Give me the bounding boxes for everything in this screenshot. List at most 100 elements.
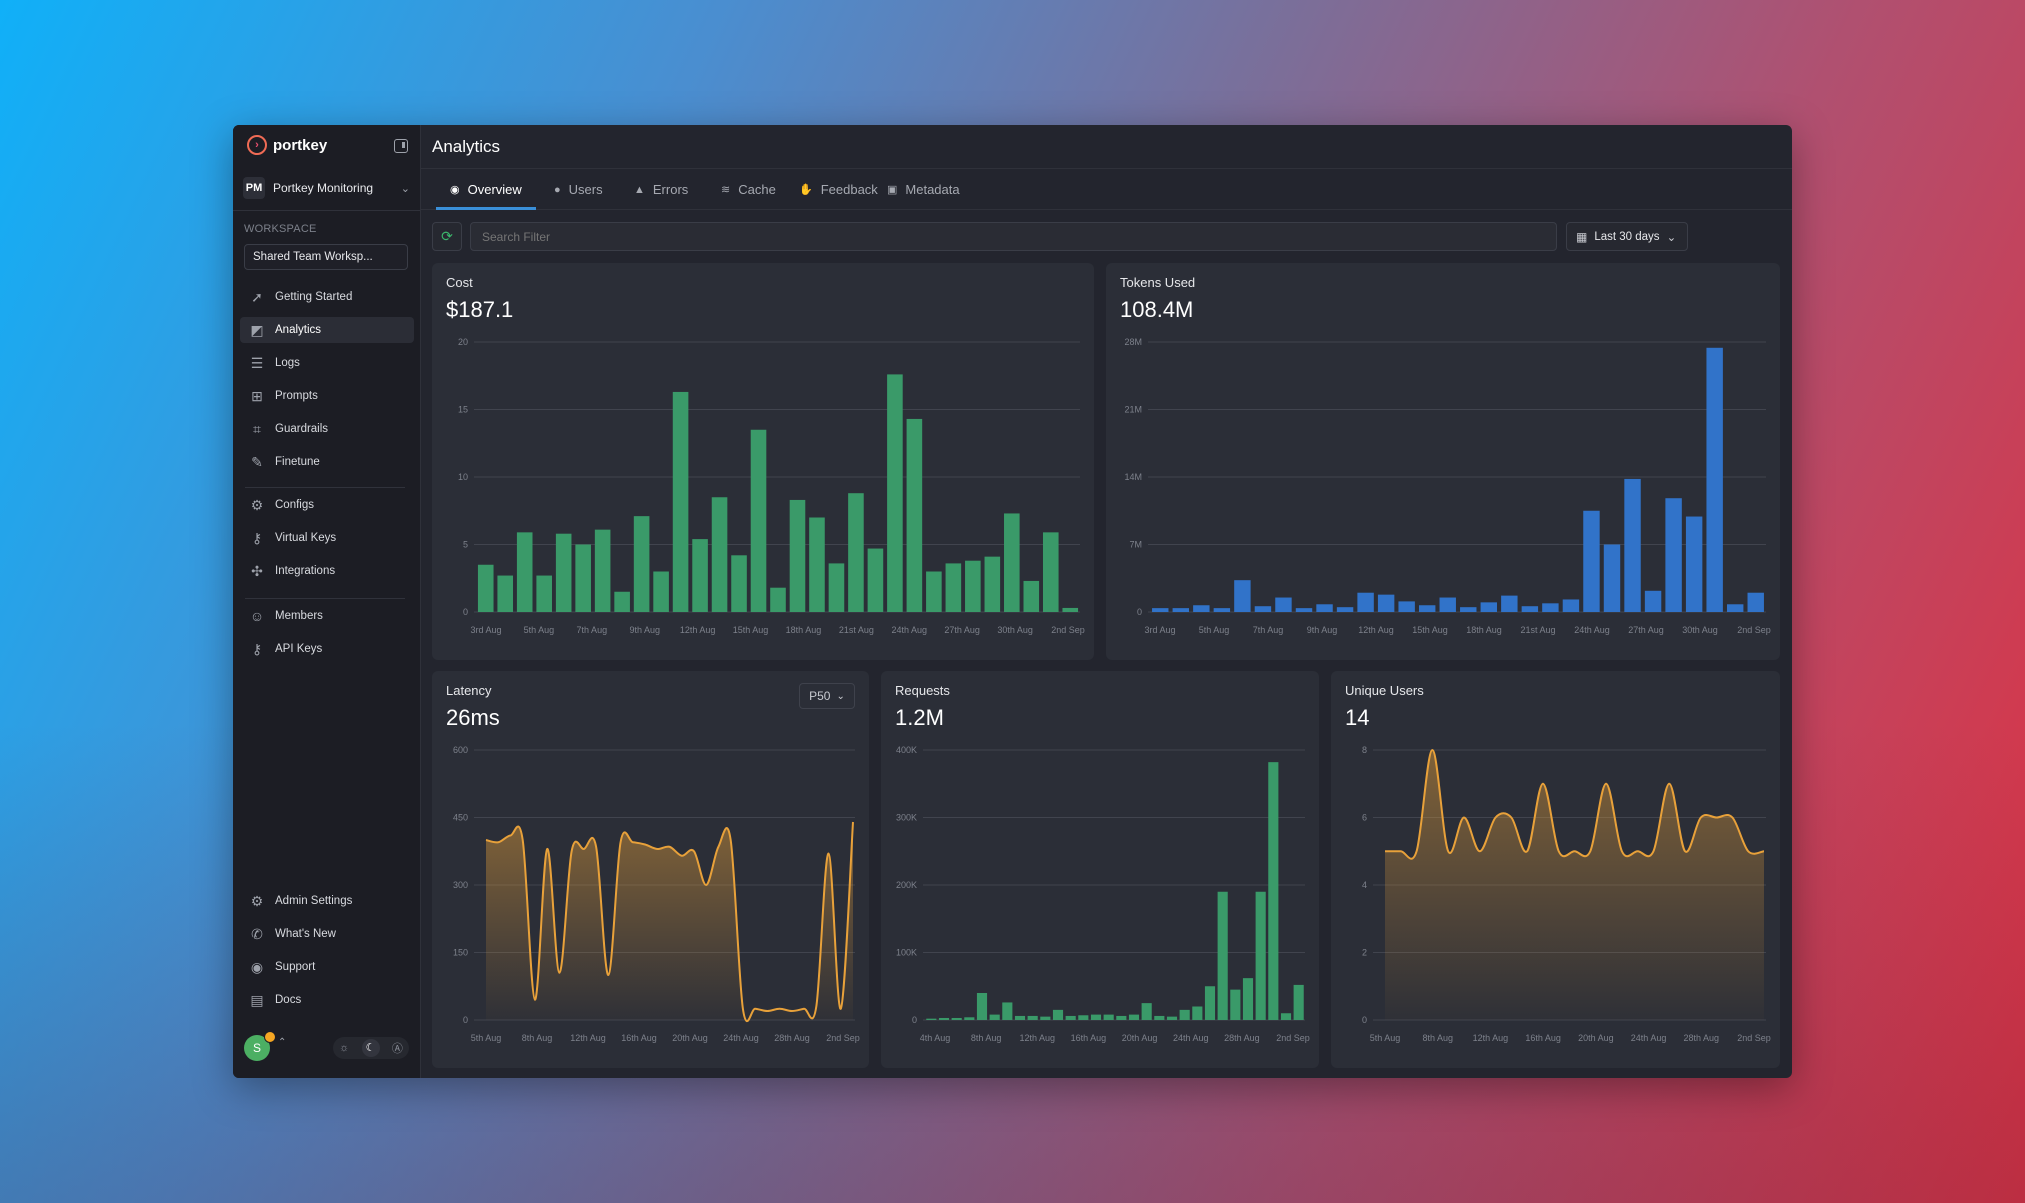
sidebar-item-support[interactable]: ◉ Support <box>240 954 414 980</box>
bar[interactable] <box>1418 605 1436 612</box>
bar[interactable] <box>1439 597 1456 612</box>
sun-icon[interactable]: ☼ <box>339 1042 350 1054</box>
bar[interactable] <box>989 1014 1000 1020</box>
bar[interactable] <box>867 548 884 612</box>
bar[interactable] <box>1062 607 1079 612</box>
bar[interactable] <box>1217 891 1228 1020</box>
bar[interactable] <box>1152 608 1169 612</box>
logo[interactable]: › portkey <box>247 135 327 155</box>
sidebar-item-what-s-new[interactable]: ✆ What's New <box>240 921 414 947</box>
chevron-up-icon[interactable]: ⌃ <box>278 1037 287 1048</box>
auto-theme-icon[interactable]: Ⓐ <box>391 1043 403 1055</box>
bar[interactable] <box>1128 1014 1140 1020</box>
bar[interactable] <box>594 529 611 612</box>
collapse-sidebar-icon[interactable] <box>394 139 408 153</box>
theme-switch[interactable]: ☼ ☾ Ⓐ <box>333 1037 409 1059</box>
bar[interactable] <box>1603 544 1621 613</box>
bar[interactable] <box>1103 1014 1114 1020</box>
bar[interactable] <box>1116 1015 1127 1020</box>
bar[interactable] <box>1172 608 1190 612</box>
tab-overview[interactable]: ◉ Overview <box>436 169 536 210</box>
bar[interactable] <box>1624 478 1641 612</box>
refresh-button[interactable]: ⟳ <box>432 222 462 251</box>
bar[interactable] <box>1040 1016 1051 1020</box>
bar[interactable] <box>1023 580 1040 612</box>
bar[interactable] <box>926 571 942 613</box>
bar[interactable] <box>1685 516 1703 612</box>
bar[interactable] <box>938 1017 950 1020</box>
sidebar-item-finetune[interactable]: ✎ Finetune <box>240 449 414 475</box>
tab-cache[interactable]: ≋ Cache <box>707 169 790 210</box>
bar[interactable] <box>1280 1013 1292 1020</box>
bar[interactable] <box>1193 605 1210 612</box>
bar[interactable] <box>1090 1014 1102 1020</box>
bar[interactable] <box>1078 1015 1089 1020</box>
bar[interactable] <box>1726 604 1744 612</box>
moon-icon[interactable]: ☾ <box>361 1039 380 1057</box>
bar[interactable] <box>1166 1016 1178 1020</box>
bar[interactable] <box>1542 603 1559 612</box>
bar[interactable] <box>1242 978 1254 1020</box>
bar[interactable] <box>809 517 825 613</box>
bar[interactable] <box>1357 592 1374 612</box>
bar[interactable] <box>976 993 988 1020</box>
bar[interactable] <box>1154 1015 1165 1020</box>
tab-feedback[interactable]: ✋ Feedback <box>785 169 892 210</box>
bar[interactable] <box>887 374 903 612</box>
bar[interactable] <box>1747 592 1764 612</box>
sidebar-item-virtual-keys[interactable]: ⚷ Virtual Keys <box>240 525 414 551</box>
bar[interactable] <box>1377 594 1395 612</box>
bar[interactable] <box>1027 1015 1038 1020</box>
bar[interactable] <box>964 1017 975 1020</box>
bar[interactable] <box>1562 599 1580 612</box>
bar[interactable] <box>945 563 962 612</box>
bar[interactable] <box>1398 601 1415 612</box>
bar[interactable] <box>1042 532 1059 612</box>
bar[interactable] <box>906 418 923 612</box>
bar[interactable] <box>1192 1006 1203 1021</box>
bar[interactable] <box>965 560 981 612</box>
percentile-select[interactable]: P50 ⌄ <box>799 683 855 709</box>
bar[interactable] <box>1293 984 1304 1020</box>
bar[interactable] <box>789 499 806 612</box>
sidebar-item-configs[interactable]: ⚙ Configs <box>240 492 414 518</box>
bar[interactable] <box>653 571 669 613</box>
sidebar-item-members[interactable]: ☺ Members <box>240 603 414 629</box>
bar[interactable] <box>477 564 494 612</box>
bar[interactable] <box>1336 607 1354 612</box>
bar[interactable] <box>497 575 514 612</box>
bar[interactable] <box>848 493 864 612</box>
bar[interactable] <box>633 516 650 612</box>
sidebar-item-integrations[interactable]: ✣ Integrations <box>240 558 414 584</box>
sidebar-item-analytics[interactable]: ◩ Analytics <box>240 317 414 343</box>
bar[interactable] <box>1004 513 1020 612</box>
bar[interactable] <box>1665 498 1682 612</box>
bar[interactable] <box>1204 986 1216 1020</box>
bar[interactable] <box>1052 1009 1064 1020</box>
date-range-button[interactable]: ▦ Last 30 days ⌄ <box>1566 222 1688 251</box>
tab-metadata[interactable]: ▣ Metadata <box>873 169 974 210</box>
bar[interactable] <box>750 429 767 612</box>
bar[interactable] <box>731 555 747 612</box>
bar[interactable] <box>1583 510 1600 612</box>
bar[interactable] <box>984 556 1001 612</box>
org-switcher[interactable]: PM Portkey Monitoring ⌄ <box>243 175 410 201</box>
bar[interactable] <box>1295 608 1313 612</box>
bar[interactable] <box>555 533 572 612</box>
tab-errors[interactable]: ▲ Errors <box>620 169 702 210</box>
bar[interactable] <box>1268 762 1279 1020</box>
sidebar-item-guardrails[interactable]: ⌗ Guardrails <box>240 416 414 442</box>
workspace-select[interactable]: Shared Team Worksp... <box>244 244 408 270</box>
sidebar-item-prompts[interactable]: ⊞ Prompts <box>240 383 414 409</box>
sidebar-item-admin-settings[interactable]: ⚙ Admin Settings <box>240 888 414 914</box>
bar[interactable] <box>711 497 728 612</box>
bar[interactable] <box>1002 1002 1013 1020</box>
bar[interactable] <box>1501 595 1518 612</box>
bar[interactable] <box>1521 606 1539 612</box>
bar[interactable] <box>1460 607 1477 612</box>
search-input[interactable] <box>470 222 1557 251</box>
bar[interactable] <box>536 575 552 612</box>
bar[interactable] <box>828 563 845 612</box>
series-line[interactable] <box>1385 748 1765 860</box>
bar[interactable] <box>1316 604 1333 612</box>
